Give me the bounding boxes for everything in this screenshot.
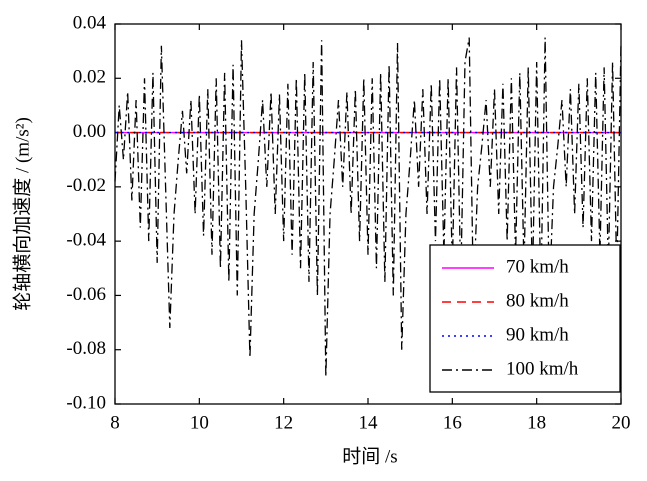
x-tick-label: 12 [274,412,293,433]
y-tick-label: 0.04 [73,12,107,33]
series-line [114,37,622,377]
y-tick-label: -0.06 [66,284,106,305]
x-tick-label: 20 [612,412,631,433]
y-tick-label: -0.02 [66,175,106,196]
legend-box [429,244,621,393]
y-tick-label: 0.02 [73,67,106,88]
legend-label: 90 km/h [506,324,569,345]
y-axis-label: 轮轴横向加速度 / (m/s²) [11,117,33,311]
legend-label: 100 km/h [506,358,579,379]
x-tick-label: 16 [443,412,462,433]
legend-label: 80 km/h [506,290,569,311]
y-tick-label: -0.04 [66,230,106,251]
x-tick-label: 18 [527,412,546,433]
plot-frame [114,23,622,405]
legend-label: 70 km/h [506,256,569,277]
x-tick-label: 14 [359,412,379,433]
x-axis-label: 时间 /s [342,445,397,467]
x-tick-label: 8 [110,412,120,433]
x-tick-label: 10 [190,412,209,433]
y-tick-label: 0.00 [73,121,106,142]
y-tick-label: -0.08 [66,338,106,359]
y-tick-label: -0.10 [66,392,106,413]
